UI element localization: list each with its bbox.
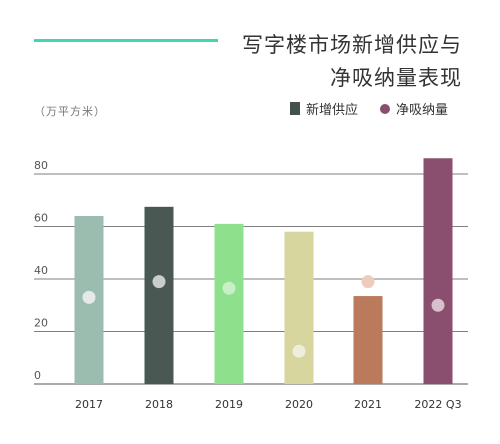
title-accent-line	[34, 39, 218, 42]
legend-label-supply: 新增供应	[306, 103, 359, 118]
absorption-dot-2020	[292, 344, 306, 358]
legend-item-supply: 新增供应	[290, 99, 358, 118]
absorption-dot-2017	[82, 290, 96, 304]
bar-2019	[214, 223, 244, 384]
y-tick-label-60: 60	[34, 212, 48, 225]
y-tick-label-40: 40	[34, 264, 48, 277]
y-tick-label-20: 20	[34, 317, 48, 330]
x-tick-label-2017: 2017	[75, 398, 103, 411]
y-tick-label-0: 0	[34, 369, 41, 382]
absorption-dot-2018	[152, 275, 166, 289]
legend-swatch-dot-icon	[380, 103, 390, 114]
absorption-dot-2022-Q3	[431, 298, 445, 312]
y-axis-unit-label: （万平方米）	[34, 105, 106, 118]
bar-2020	[284, 231, 314, 384]
chart-title-line-1: 写字楼市场新增供应与	[242, 33, 462, 57]
legend-swatch-square-icon	[290, 102, 300, 115]
absorption-dot-2019	[222, 281, 236, 295]
absorption-dot-2021	[361, 275, 375, 289]
legend-item-absorption: 净吸纳量	[380, 99, 448, 118]
bar-2021	[353, 296, 383, 384]
legend-label-absorption: 净吸纳量	[396, 103, 449, 118]
bar-2022-Q3	[423, 158, 453, 384]
x-tick-label-2020: 2020	[285, 398, 313, 411]
chart-title-line-2: 净吸纳量表现	[330, 66, 462, 90]
y-tick-label-80: 80	[34, 159, 48, 172]
x-tick-label-2018: 2018	[145, 398, 173, 411]
x-tick-label-2022-Q3: 2022 Q3	[414, 398, 461, 411]
x-tick-label-2021: 2021	[354, 398, 382, 411]
bar-2018	[144, 206, 174, 384]
x-tick-label-2019: 2019	[215, 398, 243, 411]
